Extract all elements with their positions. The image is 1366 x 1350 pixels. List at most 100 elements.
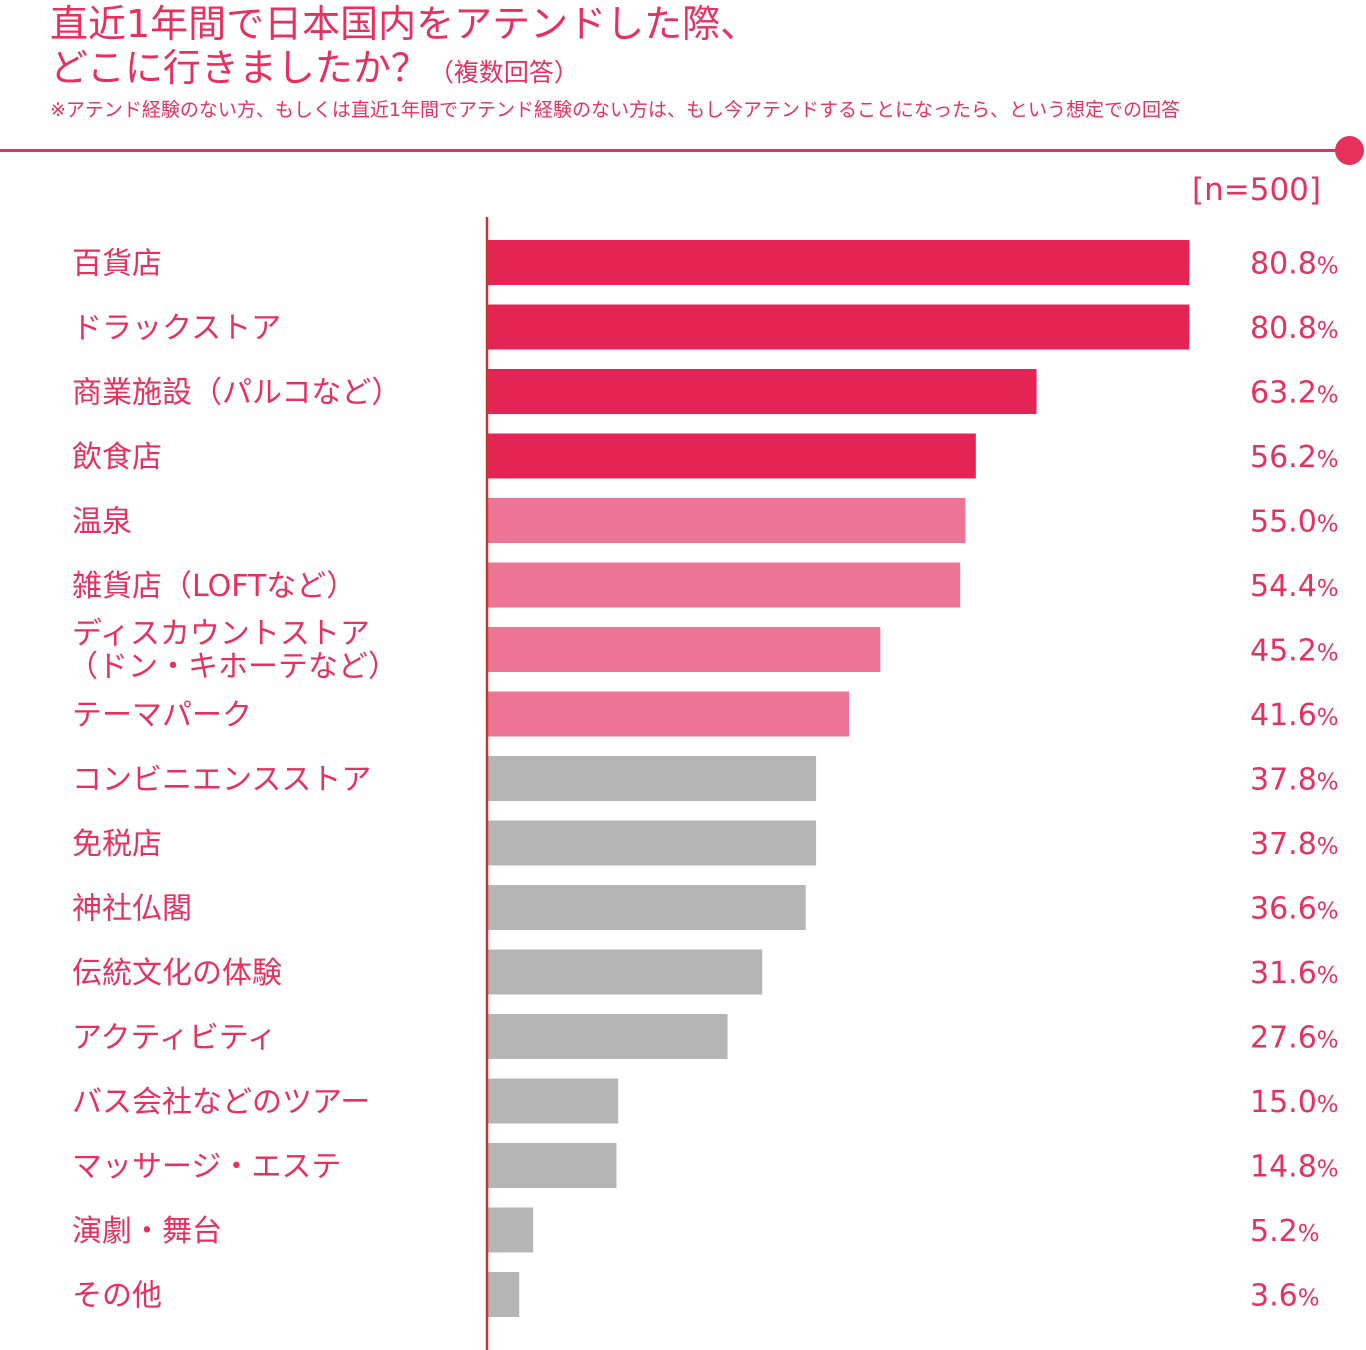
category-label: テーマパーク xyxy=(72,698,252,733)
value-number: 41.6 xyxy=(1250,698,1317,733)
value-label: 37.8% xyxy=(1250,827,1339,862)
value-number: 5.2 xyxy=(1250,1214,1298,1249)
sample-size-label: [n=500] xyxy=(1192,172,1321,208)
category-label: マッサージ・エステ xyxy=(72,1150,341,1185)
value-label: 3.6% xyxy=(1250,1279,1320,1314)
category-label: 温泉 xyxy=(72,505,132,540)
value-number: 27.6 xyxy=(1250,1021,1317,1056)
value-number: 37.8 xyxy=(1250,763,1317,798)
bar xyxy=(488,433,976,479)
value-percent-sign: % xyxy=(1317,1092,1339,1118)
value-number: 55.0 xyxy=(1250,505,1317,540)
value-label: 56.2% xyxy=(1250,440,1339,475)
value-label: 55.0% xyxy=(1250,505,1339,540)
value-number: 14.8 xyxy=(1250,1150,1317,1185)
value-number: 45.2 xyxy=(1250,634,1317,669)
bar xyxy=(488,1207,534,1253)
category-label: 伝統文化の体験 xyxy=(72,956,282,991)
value-label: 41.6% xyxy=(1250,698,1339,733)
bar xyxy=(488,820,817,866)
bar xyxy=(488,369,1037,414)
value-percent-sign: % xyxy=(1317,770,1339,796)
bar xyxy=(488,240,1190,285)
value-percent-sign: % xyxy=(1317,318,1339,344)
bar xyxy=(488,562,961,608)
value-label: 27.6% xyxy=(1250,1021,1339,1056)
value-percent-sign: % xyxy=(1317,963,1339,989)
value-label: 15.0% xyxy=(1250,1085,1339,1120)
category-label: バス会社などのツアー xyxy=(72,1085,370,1120)
category-label-line: （ドン・キホーテなど） xyxy=(68,650,398,685)
bar xyxy=(488,691,850,737)
bar xyxy=(488,949,763,995)
value-label: 14.8% xyxy=(1250,1150,1339,1185)
category-label: 雑貨店（LOFTなど） xyxy=(72,569,356,604)
value-labels-group: 80.8%80.8%63.2%56.2%55.0%54.4%45.2%41.6%… xyxy=(1250,247,1339,1314)
title-line-2: どこに行きましたか？（複数回答） xyxy=(50,46,758,95)
bar xyxy=(488,1078,619,1124)
category-label: ドラックストア xyxy=(72,311,281,346)
value-percent-sign: % xyxy=(1317,1157,1339,1183)
category-label: 演劇・舞台 xyxy=(72,1214,222,1249)
bar xyxy=(488,1014,728,1059)
value-label: 54.4% xyxy=(1250,569,1339,604)
value-percent-sign: % xyxy=(1298,1286,1320,1312)
value-number: 56.2 xyxy=(1250,440,1317,475)
value-percent-sign: % xyxy=(1298,1221,1320,1247)
value-label: 31.6% xyxy=(1250,956,1339,991)
value-percent-sign: % xyxy=(1317,254,1339,280)
header-divider xyxy=(0,149,1346,152)
bar xyxy=(488,1272,520,1317)
value-percent-sign: % xyxy=(1317,1028,1339,1054)
category-label: 商業施設（パルコなど） xyxy=(72,376,401,411)
category-label: アクティビティ xyxy=(72,1021,277,1056)
value-percent-sign: % xyxy=(1317,576,1339,602)
value-number: 36.6 xyxy=(1250,892,1317,927)
value-label: 63.2% xyxy=(1250,376,1339,411)
title-line-1: 直近1年間で日本国内をアテンドした際、 xyxy=(50,2,759,46)
survey-note: ※アテンド経験のない方、もしくは直近1年間でアテンド経験のない方は、もし今アテン… xyxy=(50,99,1181,121)
value-percent-sign: % xyxy=(1317,899,1339,925)
value-number: 80.8 xyxy=(1250,311,1317,346)
bar xyxy=(488,498,966,543)
divider-dot xyxy=(1335,136,1364,165)
category-label-line: ディスカウントストア xyxy=(72,617,370,652)
value-label: 45.2% xyxy=(1250,634,1339,669)
value-percent-sign: % xyxy=(1317,383,1339,409)
category-label: 神社仏閣 xyxy=(72,892,192,927)
value-percent-sign: % xyxy=(1317,834,1339,860)
value-label: 37.8% xyxy=(1250,763,1339,798)
bar xyxy=(488,885,806,930)
value-percent-sign: % xyxy=(1317,447,1339,473)
value-number: 80.8 xyxy=(1250,247,1317,282)
value-label: 80.8% xyxy=(1250,311,1339,346)
value-number: 15.0 xyxy=(1250,1085,1317,1120)
bar xyxy=(488,756,817,801)
bars-group xyxy=(488,240,1190,1317)
value-label: 80.8% xyxy=(1250,247,1339,282)
title-question: どこに行きましたか？ xyxy=(50,46,429,90)
title-multiple-answer: （複数回答） xyxy=(428,58,579,87)
chart-title: 直近1年間で日本国内をアテンドした際、 どこに行きましたか？（複数回答） xyxy=(50,2,758,95)
category-label: 百貨店 xyxy=(72,247,162,282)
category-label: コンビニエンスストア xyxy=(72,763,371,798)
value-label: 36.6% xyxy=(1250,892,1339,927)
value-number: 37.8 xyxy=(1250,827,1317,862)
value-label: 5.2% xyxy=(1250,1214,1320,1249)
value-percent-sign: % xyxy=(1317,512,1339,538)
category-label: その他 xyxy=(72,1279,162,1314)
value-number: 31.6 xyxy=(1250,956,1317,991)
bar xyxy=(488,627,881,672)
value-number: 63.2 xyxy=(1250,376,1317,411)
category-label: 免税店 xyxy=(72,827,162,862)
bar xyxy=(488,304,1190,350)
bar xyxy=(488,1143,617,1188)
value-percent-sign: % xyxy=(1317,705,1339,731)
category-label: 飲食店 xyxy=(72,440,162,475)
value-number: 3.6 xyxy=(1250,1279,1298,1314)
value-percent-sign: % xyxy=(1317,641,1339,667)
category-label: ディスカウントストア（ドン・キホーテなど） xyxy=(68,617,398,685)
value-number: 54.4 xyxy=(1250,569,1317,604)
